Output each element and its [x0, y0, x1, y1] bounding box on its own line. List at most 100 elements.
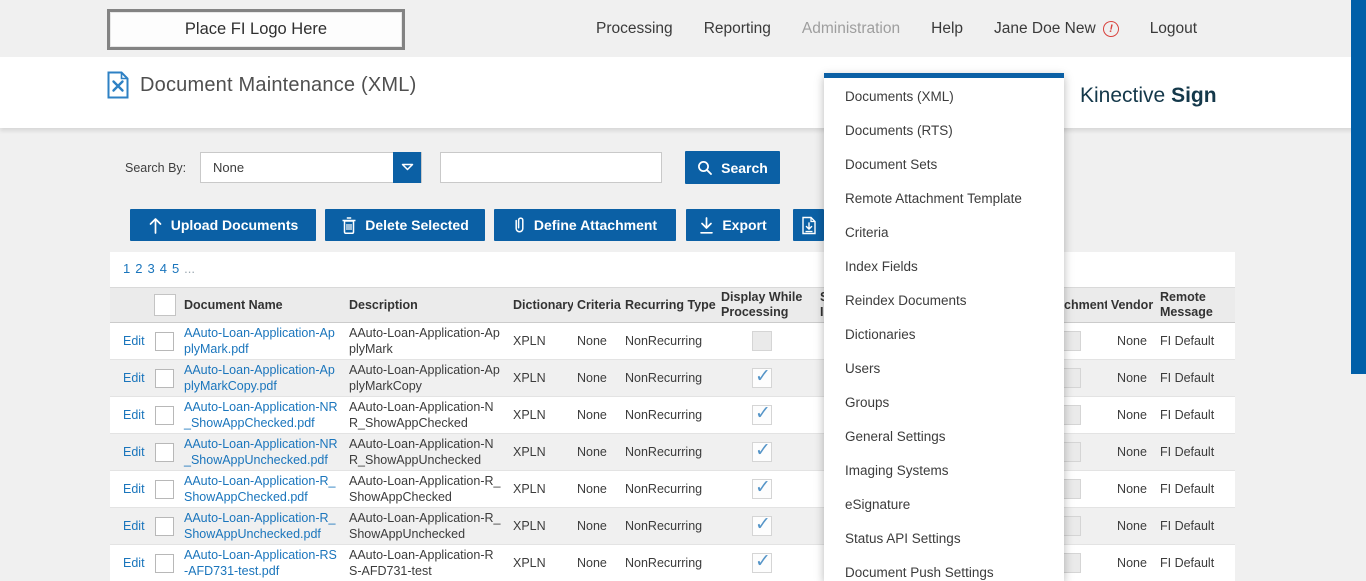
dropdown-toggle-button[interactable] [393, 152, 421, 183]
delete-selected-label: Delete Selected [365, 217, 469, 233]
admin-menu-item[interactable]: Documents (XML) [845, 89, 954, 104]
nav-help[interactable]: Help [931, 19, 964, 37]
nav-administration[interactable]: Administration [801, 19, 901, 37]
nav-user[interactable]: Jane Doe New ! [994, 19, 1121, 38]
admin-menu-item[interactable]: Status API Settings [845, 531, 961, 546]
admin-menu-item[interactable]: Dictionaries [845, 327, 916, 342]
administration-dropdown-menu: Documents (XML) Documents (RTS) Document S… [824, 73, 1064, 581]
document-name-link[interactable]: AAuto-Loan-Application-NR_ShowAppUncheck… [184, 437, 338, 467]
select-all-checkbox[interactable] [154, 294, 176, 316]
recurring-type-cell: NonRecurring [625, 556, 703, 570]
row-select-checkbox[interactable] [155, 553, 174, 573]
remote-message-cell: FI Default [1160, 482, 1215, 496]
dictionary-cell: XPLN [513, 371, 546, 385]
header-dwp-line2: Processing [721, 305, 789, 319]
title-band: Document Maintenance (XML) Kinective Sig… [0, 57, 1366, 128]
admin-menu-item[interactable]: Groups [845, 395, 890, 410]
display-while-processing-checkbox [752, 439, 772, 462]
edit-link[interactable]: Edit [123, 519, 145, 533]
search-input[interactable] [440, 152, 662, 183]
criteria-cell: None [577, 519, 607, 533]
admin-menu-item[interactable]: Criteria [845, 225, 889, 240]
header-dwp-line1: Display While [721, 290, 803, 304]
page-link[interactable]: 3 [147, 261, 155, 276]
search-by-dropdown[interactable]: None [200, 152, 422, 183]
edit-link[interactable]: Edit [123, 408, 145, 422]
criteria-cell: None [577, 334, 607, 348]
vendor-cell: None [1117, 334, 1147, 348]
description-cell: AAuto-Loan-Application-RS-AFD731-test [349, 548, 494, 578]
admin-menu-item[interactable]: Document Sets [845, 157, 938, 172]
admin-menu-item[interactable]: Documents (RTS) [845, 123, 953, 138]
pagination-ellipsis: ... [184, 261, 196, 276]
remote-message-cell: FI Default [1160, 371, 1215, 385]
scrollbar-thumb[interactable] [1351, 0, 1366, 374]
admin-menu-item[interactable]: Document Push Settings [845, 565, 994, 580]
criteria-cell: None [577, 408, 607, 422]
admin-menu-item[interactable]: Imaging Systems [845, 463, 949, 478]
recurring-type-cell: NonRecurring [625, 408, 703, 422]
row-select-checkbox[interactable] [155, 405, 174, 425]
edit-link[interactable]: Edit [123, 556, 145, 570]
nav-processing[interactable]: Processing [596, 19, 673, 37]
nav-reporting[interactable]: Reporting [703, 19, 771, 37]
page-link[interactable]: 5 [171, 261, 180, 276]
dictionary-cell: XPLN [513, 408, 546, 422]
nav-logout[interactable]: Logout [1149, 19, 1198, 37]
page-link[interactable]: 2 [135, 261, 143, 276]
dictionary-cell: XPLN [513, 519, 546, 533]
fi-logo-placeholder: Place FI Logo Here [107, 9, 405, 50]
vendor-cell: None [1117, 482, 1147, 496]
search-button[interactable]: Search [685, 151, 780, 184]
document-name-link[interactable]: AAuto-Loan-Application-ApplyMarkCopy.pdf [184, 363, 335, 393]
criteria-cell: None [577, 556, 607, 570]
document-name-link[interactable]: AAuto-Loan-Application-R_ShowAppChecked.… [184, 474, 336, 504]
admin-menu-item[interactable]: Index Fields [845, 259, 918, 274]
recurring-type-cell: NonRecurring [625, 482, 703, 496]
row-select-checkbox[interactable] [155, 442, 174, 462]
header-vendor: Vendor [1110, 298, 1154, 312]
edit-link[interactable]: Edit [123, 371, 145, 385]
document-name-link[interactable]: AAuto-Loan-Application-NR_ShowAppChecked… [184, 400, 338, 430]
dictionary-cell: XPLN [513, 482, 546, 496]
admin-menu-item[interactable]: Users [845, 361, 881, 376]
admin-menu-item[interactable]: Remote Attachment Template [845, 191, 1022, 206]
content-panel: 1 2 3 4 5... Document Name Description Dicti… [110, 252, 1235, 581]
row-select-checkbox[interactable] [155, 516, 174, 536]
attachment-checkbox [1061, 368, 1081, 388]
brand-name: Kinective [1080, 84, 1166, 107]
edit-link[interactable]: Edit [123, 482, 145, 496]
edit-link[interactable]: Edit [123, 334, 145, 348]
export-button[interactable]: Export [686, 209, 780, 241]
display-while-processing-checkbox [752, 365, 772, 388]
admin-menu-item[interactable]: Reindex Documents [845, 293, 967, 308]
header-edit [110, 288, 152, 322]
document-name-link[interactable]: AAuto-Loan-Application-ApplyMark.pdf [184, 326, 335, 356]
download-icon [700, 216, 714, 234]
page-link[interactable]: 4 [159, 261, 167, 276]
export-label: Export [722, 217, 767, 233]
header-obscured-line2: I [820, 305, 824, 319]
search-by-label: Search By: [125, 161, 187, 175]
row-select-checkbox[interactable] [155, 331, 174, 351]
criteria-cell: None [577, 482, 607, 496]
page-link[interactable]: 1 [123, 261, 131, 276]
export-file-button[interactable] [793, 209, 824, 241]
document-name-link[interactable]: AAuto-Loan-Application-RS-AFD731-test.pd… [184, 548, 337, 578]
dictionary-cell: XPLN [513, 334, 546, 348]
display-while-processing-checkbox [752, 331, 772, 351]
search-icon [698, 160, 713, 175]
row-select-checkbox[interactable] [155, 479, 174, 499]
document-name-link[interactable]: AAuto-Loan-Application-R_ShowAppUnchecke… [184, 511, 336, 541]
row-select-checkbox[interactable] [155, 368, 174, 388]
delete-selected-button[interactable]: Delete Selected [325, 209, 485, 241]
define-attachment-button[interactable]: Define Attachment [494, 209, 676, 241]
remote-message-cell: FI Default [1160, 556, 1215, 570]
header-recurring-type: Recurring Type [625, 298, 716, 312]
admin-menu-item[interactable]: General Settings [845, 429, 946, 444]
table-row: Edit AAuto-Loan-Application-R_ShowAppUnc… [110, 508, 1235, 545]
edit-link[interactable]: Edit [123, 445, 145, 459]
remote-message-cell: FI Default [1160, 445, 1215, 459]
upload-documents-button[interactable]: Upload Documents [130, 209, 316, 241]
admin-menu-item[interactable]: eSignature [845, 497, 911, 512]
